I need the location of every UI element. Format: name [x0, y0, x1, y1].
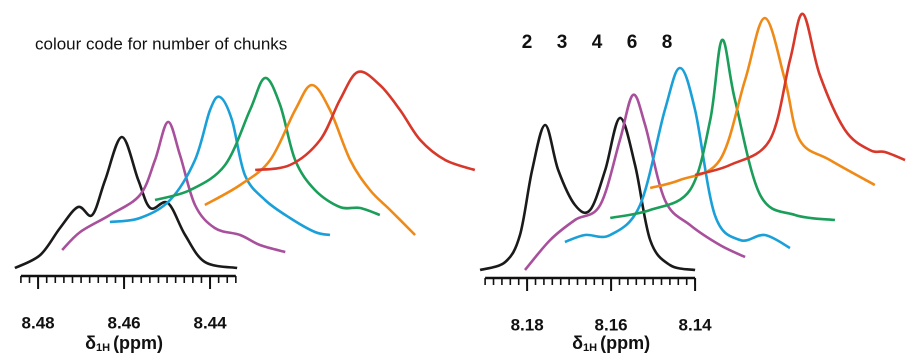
- x-axis-label-symbol: δ: [85, 333, 96, 353]
- spectrum: [61, 120, 286, 254]
- x-axis-label-subscript: 1H: [583, 342, 597, 354]
- x-axis-label: δ1H (ppm): [85, 333, 163, 354]
- legend-entry: 3: [557, 32, 568, 53]
- x-axis-label-symbol: δ: [572, 333, 583, 353]
- legend-entry: 2: [522, 32, 533, 53]
- x-axis-label: δ1H (ppm): [572, 333, 650, 354]
- spectrum: [14, 135, 238, 270]
- x-tick-label: 8.18: [511, 315, 544, 334]
- spectrum: [254, 70, 476, 172]
- x-tick-label: 8.48: [22, 313, 55, 332]
- spectrum: [564, 66, 791, 250]
- x-tick-label: 8.16: [595, 315, 628, 334]
- x-tick-label: 8.44: [193, 313, 227, 332]
- legend-entry: 8: [662, 32, 673, 53]
- x-axis-label-unit: (ppm): [600, 333, 650, 353]
- x-tick-label: 8.14: [679, 315, 713, 334]
- spectrum: [610, 38, 836, 222]
- spectrum: [694, 12, 906, 177]
- legend-entry: 4: [592, 32, 603, 53]
- legend-title: colour code for number of chunks: [35, 34, 287, 53]
- spectrum: [109, 95, 331, 237]
- spectrum: [204, 83, 417, 236]
- spectrum: [649, 16, 876, 190]
- x-axis-label-unit: (ppm): [113, 333, 163, 353]
- spectrum: [524, 93, 746, 271]
- legend-entry: 6: [627, 32, 638, 53]
- x-axis-label-subscript: 1H: [96, 342, 110, 354]
- x-tick-label: 8.46: [108, 313, 141, 332]
- spectrum: [154, 76, 381, 217]
- spectrum: [479, 116, 696, 272]
